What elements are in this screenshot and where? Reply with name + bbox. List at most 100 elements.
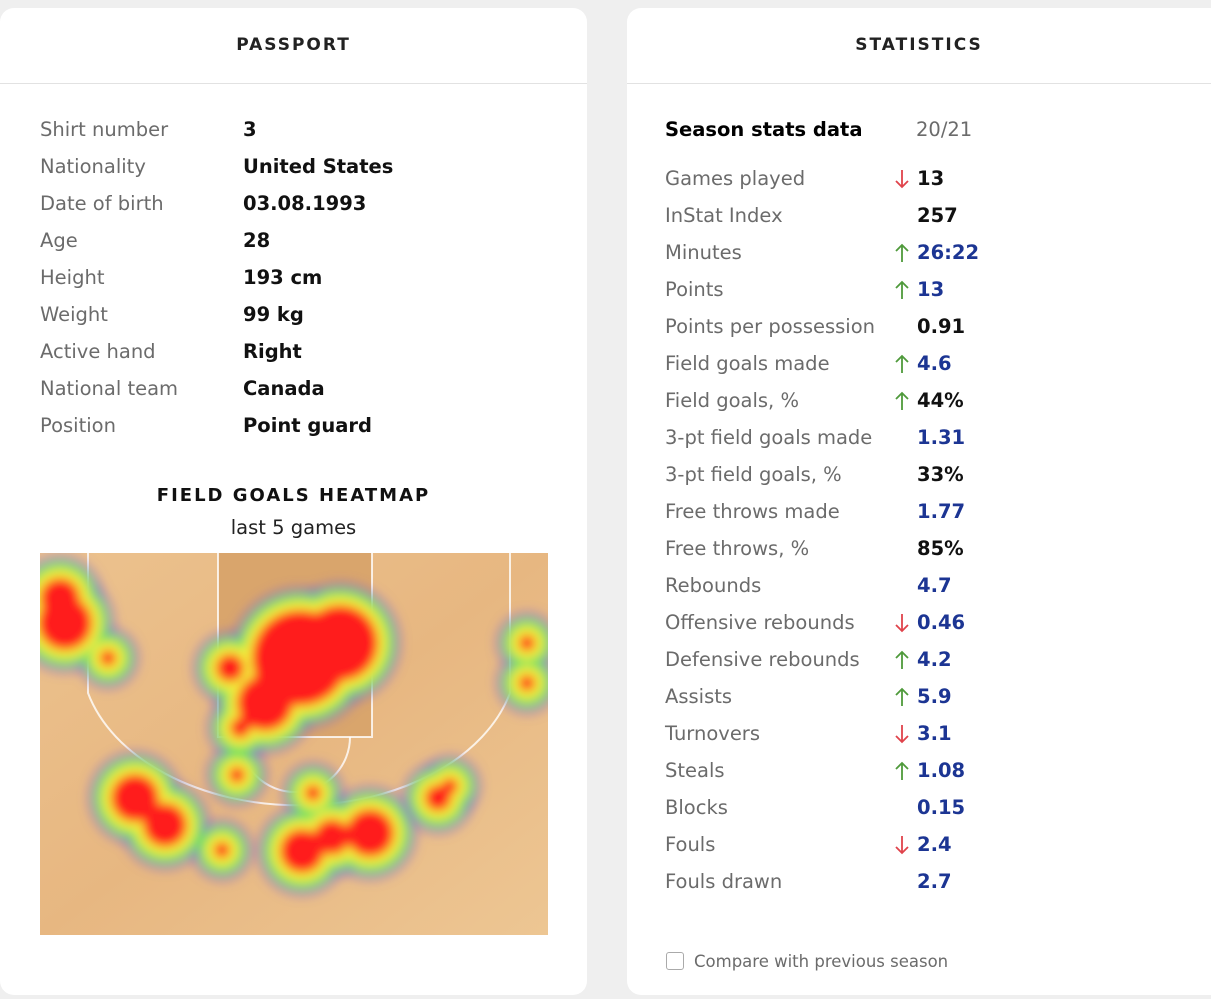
field-value: 28 — [243, 229, 271, 252]
stat-label: Defensive rebounds — [665, 648, 860, 671]
stat-label: Fouls drawn — [665, 870, 783, 893]
stat-label: Rebounds — [665, 574, 762, 597]
heatmap-subtitle: last 5 games — [230, 516, 357, 539]
stat-label: InStat Index — [665, 204, 783, 227]
field-value: Point guard — [243, 414, 372, 437]
arrow-path — [895, 354, 909, 373]
stat-value: 2.4 — [917, 833, 952, 856]
heat-spot — [216, 654, 244, 682]
stat-value: 3.1 — [917, 722, 952, 745]
arrow-path — [895, 687, 909, 706]
field-label: National team — [40, 377, 179, 400]
season: 20/21 — [916, 118, 973, 141]
field-label: Position — [40, 414, 116, 437]
heat-spot — [519, 635, 535, 651]
stat-value: 257 — [917, 204, 958, 227]
stat-value: 1.31 — [917, 426, 966, 449]
field-label: Age — [40, 229, 78, 252]
heat-spot — [280, 829, 324, 873]
trend-arrow — [895, 280, 909, 299]
stat-label: Blocks — [665, 796, 728, 819]
stat-value: 5.9 — [917, 685, 952, 708]
heat-spot — [214, 842, 230, 858]
field-label: Nationality — [40, 155, 146, 178]
trend-arrow — [895, 687, 909, 706]
field-value: Right — [243, 340, 302, 363]
arrow-path — [895, 650, 909, 669]
arrow-path — [895, 725, 909, 744]
stat-value: 0.15 — [917, 796, 966, 819]
field-label: Date of birth — [40, 192, 164, 215]
stat-label: Free throws, % — [665, 537, 810, 560]
stat-label: 3-pt field goals made — [665, 426, 873, 449]
stat-label: Offensive rebounds — [665, 611, 855, 634]
statistics-card: STATISTICS Season stats data 20/21 Games… — [627, 8, 1211, 995]
heat-spot — [314, 819, 350, 855]
stat-label: Free throws made — [665, 500, 840, 523]
heat-spot — [40, 578, 80, 618]
stat-value: 4.2 — [917, 648, 952, 671]
arrow-path — [895, 761, 909, 780]
stat-label: 3-pt field goals, % — [665, 463, 842, 486]
stat-label: Assists — [665, 685, 733, 708]
stat-value: 33% — [917, 463, 964, 486]
heat-spot — [346, 809, 394, 857]
stat-value: 0.46 — [917, 611, 966, 634]
heat-spot — [237, 675, 293, 731]
field-value: 99 kg — [243, 303, 304, 326]
stat-value: 85% — [917, 537, 964, 560]
stat-label: Points — [665, 278, 724, 301]
heat-spot — [100, 650, 116, 666]
trend-arrow — [895, 725, 909, 744]
trend-arrow — [895, 650, 909, 669]
heat-spot — [111, 774, 159, 822]
trend-arrow — [895, 170, 909, 189]
stat-value: 26:22 — [917, 241, 980, 264]
field-label: Weight — [40, 303, 108, 326]
arrow-path — [895, 391, 909, 410]
card-title: PASSPORT — [0, 8, 587, 84]
stat-value: 1.08 — [917, 759, 966, 782]
stat-label: Fouls — [665, 833, 716, 856]
stat-label: Steals — [665, 759, 725, 782]
field-value: 3 — [243, 118, 257, 141]
passport-card: PASSPORT Shirt number 3 Nationality United … — [0, 8, 587, 995]
card-title: STATISTICS — [627, 8, 1211, 84]
heat-spot — [230, 718, 250, 738]
heatmap — [40, 553, 548, 935]
heat-spot — [229, 767, 245, 783]
trend-arrow — [895, 614, 909, 633]
stat-label: Turnovers — [665, 722, 760, 745]
stat-value: 13 — [917, 278, 945, 301]
stat-value: 0.91 — [917, 315, 966, 338]
compare-label[interactable]: Compare with previous season — [694, 952, 949, 971]
field-value: United States — [243, 155, 394, 178]
stat-label: Points per possession — [665, 315, 876, 338]
stat-value: 44% — [917, 389, 964, 412]
arrow-path — [895, 614, 909, 633]
trend-arrow — [895, 761, 909, 780]
stat-label: Field goals made — [665, 352, 830, 375]
trend-arrow — [895, 836, 909, 855]
trend-arrow — [895, 354, 909, 373]
field-label: Shirt number — [40, 118, 169, 141]
arrow-path — [895, 170, 909, 189]
heatmap-title: FIELD GOALS HEATMAP — [156, 485, 431, 506]
stat-value: 4.6 — [917, 352, 952, 375]
heat-spot — [442, 778, 458, 794]
compare-checkbox[interactable] — [666, 952, 684, 970]
heat-blobs — [40, 554, 548, 897]
trend-arrow — [895, 391, 909, 410]
stat-label: Minutes — [665, 241, 742, 264]
heat-spot — [305, 785, 321, 801]
stat-value: 1.77 — [917, 500, 966, 523]
field-value: Canada — [243, 377, 325, 400]
field-label: Height — [40, 266, 105, 289]
field-label: Active hand — [40, 340, 156, 363]
heat-spot — [302, 605, 378, 681]
field-value: 193 cm — [243, 266, 323, 289]
arrow-path — [895, 836, 909, 855]
heat-spot — [519, 675, 535, 691]
arrow-path — [895, 243, 909, 262]
